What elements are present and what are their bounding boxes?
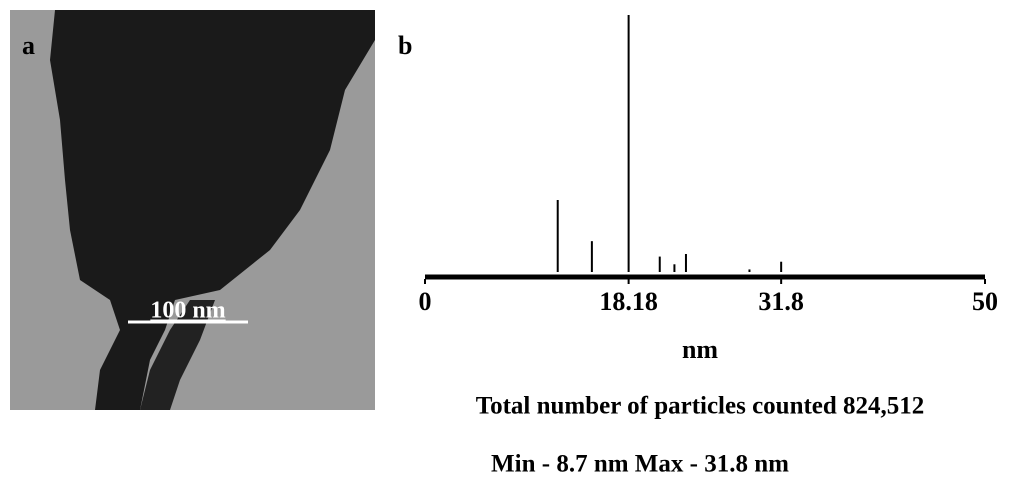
annotation: Total number of particles counted 824,51… xyxy=(476,393,925,420)
scale-bar-label: 100 nm xyxy=(150,298,225,324)
panel-label: b xyxy=(398,31,412,60)
x-tick-label: 31.8 xyxy=(758,287,804,316)
panel-label: a xyxy=(22,31,35,60)
particle-cluster xyxy=(140,300,215,410)
x-tick-label: 18.18 xyxy=(599,287,658,316)
tem-image: a 100 nm xyxy=(10,10,375,410)
x-axis-label: nm xyxy=(682,335,718,364)
particle-cluster xyxy=(50,10,375,410)
annotation: Min - 8.7 nm Max - 31.8 nm xyxy=(491,451,789,478)
x-tick-label: 0 xyxy=(419,287,432,316)
x-tick-label: 50 xyxy=(972,287,998,316)
